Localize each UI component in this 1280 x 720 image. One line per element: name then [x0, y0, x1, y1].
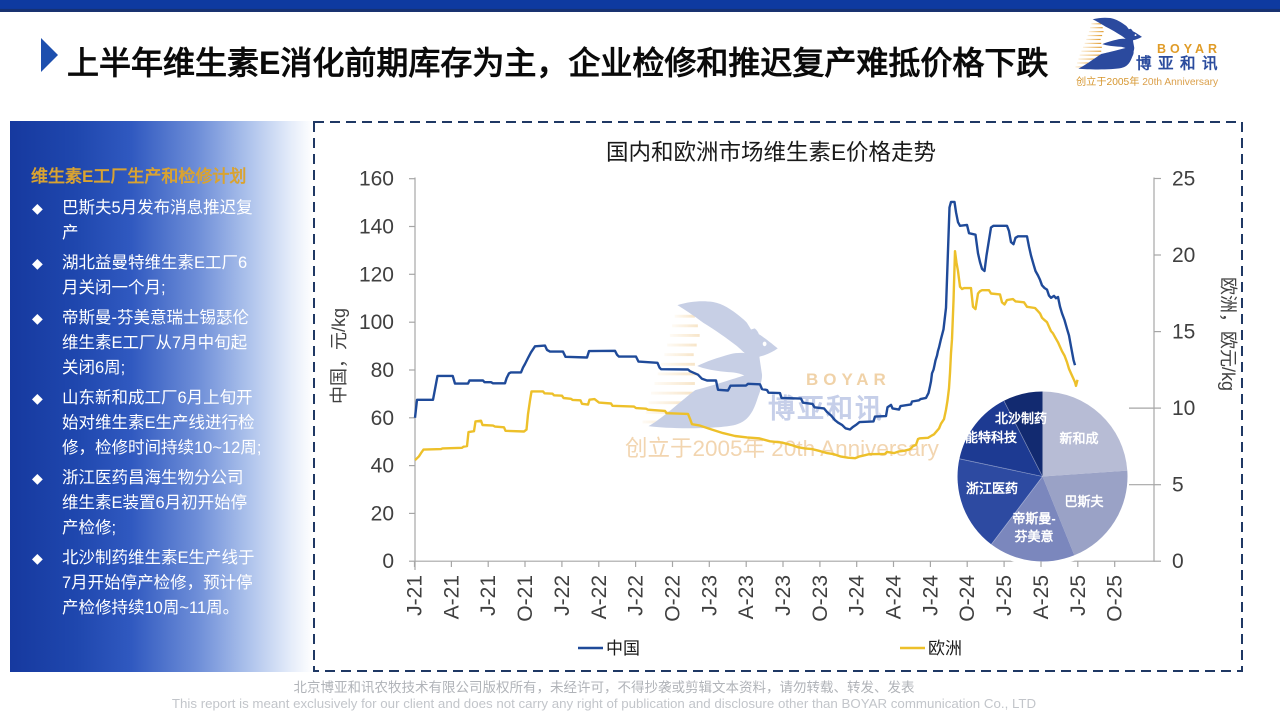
svg-text:欧洲: 欧洲	[928, 639, 962, 658]
svg-text:O-22: O-22	[662, 575, 685, 622]
svg-text:J-22: J-22	[551, 575, 574, 616]
svg-text:0: 0	[382, 550, 394, 573]
svg-text:北沙制药: 北沙制药	[995, 411, 1047, 426]
svg-text:160: 160	[359, 168, 394, 191]
svg-text:15: 15	[1172, 321, 1195, 344]
svg-text:O-25: O-25	[1104, 575, 1127, 622]
svg-text:O-21: O-21	[514, 575, 537, 622]
svg-text:J-21: J-21	[477, 575, 500, 616]
svg-text:J-23: J-23	[698, 575, 721, 616]
svg-text:J-21: J-21	[404, 575, 427, 616]
svg-text:10: 10	[1172, 397, 1195, 420]
svg-text:中国，元/kg: 中国，元/kg	[329, 308, 349, 404]
svg-text:A-22: A-22	[588, 575, 611, 619]
svg-text:欧洲，欧元/kg: 欧洲，欧元/kg	[1218, 277, 1238, 391]
svg-text:120: 120	[359, 263, 394, 286]
svg-text:新和成: 新和成	[1059, 431, 1098, 446]
svg-text:0: 0	[1172, 550, 1184, 573]
svg-text:A-21: A-21	[440, 575, 463, 619]
svg-text:A-24: A-24	[883, 575, 906, 620]
svg-text:20: 20	[371, 502, 394, 525]
svg-text:140: 140	[359, 216, 394, 239]
svg-text:芬美意: 芬美意	[1013, 529, 1053, 544]
svg-text:J-24: J-24	[846, 575, 869, 616]
svg-text:40: 40	[371, 455, 394, 478]
svg-text:巴斯夫: 巴斯夫	[1064, 494, 1104, 509]
svg-text:创立于2005年 20th Anniversary: 创立于2005年 20th Anniversary	[1076, 75, 1219, 88]
svg-text:O-24: O-24	[956, 575, 979, 622]
svg-text:帝斯曼-: 帝斯曼-	[1012, 511, 1055, 526]
svg-text:博亚和讯: 博亚和讯	[1136, 54, 1224, 73]
svg-text:O-23: O-23	[809, 575, 832, 622]
svg-text:创立于2005年 20th Anniversary: 创立于2005年 20th Anniversary	[625, 436, 940, 461]
svg-text:80: 80	[371, 359, 394, 382]
svg-text:J-24: J-24	[919, 575, 942, 616]
svg-text:J-23: J-23	[772, 575, 795, 616]
svg-text:5: 5	[1172, 474, 1184, 497]
svg-text:J-22: J-22	[625, 575, 648, 616]
svg-text:中国: 中国	[606, 639, 640, 658]
svg-text:国内和欧洲市场维生素E价格走势: 国内和欧洲市场维生素E价格走势	[606, 140, 936, 165]
svg-text:A-23: A-23	[735, 575, 758, 619]
svg-text:能特科技: 能特科技	[965, 430, 1018, 445]
svg-text:BOYAR: BOYAR	[1157, 42, 1221, 56]
svg-text:60: 60	[371, 407, 394, 430]
svg-text:25: 25	[1172, 168, 1195, 191]
svg-text:J-25: J-25	[1067, 575, 1090, 616]
svg-text:20: 20	[1172, 244, 1195, 267]
svg-text:浙江医药: 浙江医药	[966, 481, 1018, 496]
svg-text:BOYAR: BOYAR	[806, 370, 891, 389]
svg-text:100: 100	[359, 311, 394, 334]
svg-text:J-25: J-25	[993, 575, 1016, 616]
svg-text:A-25: A-25	[1030, 575, 1053, 619]
